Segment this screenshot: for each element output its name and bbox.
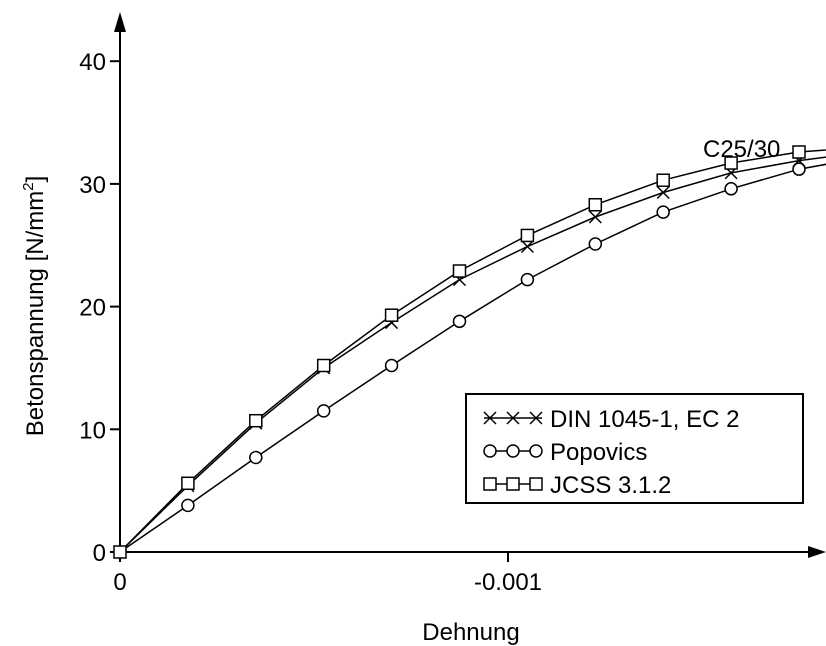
y-axis-label-close: ] <box>22 176 49 183</box>
data-point <box>656 173 670 187</box>
data-point <box>588 237 603 251</box>
data-point <box>588 210 602 224</box>
legend-marker <box>529 444 543 458</box>
legend-label: DIN 1045-1, EC 2 <box>550 406 739 433</box>
series-2 <box>113 145 826 559</box>
legend-marker <box>506 477 520 491</box>
x-tick-label: 0 <box>113 569 126 596</box>
legend-label: JCSS 3.1.2 <box>550 472 671 499</box>
data-point <box>452 314 467 329</box>
data-point <box>656 185 670 200</box>
annotation-label: C25/30 <box>703 136 780 163</box>
legend-marker <box>483 444 497 458</box>
legend-marker <box>483 411 497 425</box>
data-point <box>520 228 535 243</box>
data-point <box>384 308 399 322</box>
data-point <box>316 404 331 418</box>
x-axis-arrow <box>808 546 826 558</box>
legend-marker <box>506 444 520 458</box>
data-point <box>181 498 195 513</box>
data-point <box>249 413 263 428</box>
legend-marker <box>529 411 543 425</box>
data-point <box>792 145 806 159</box>
data-point <box>520 272 535 287</box>
y-axis-label-main: Betonspannung [N/mm <box>22 191 49 436</box>
data-point <box>792 162 806 176</box>
data-point <box>316 358 331 373</box>
series-layer <box>113 145 826 559</box>
data-point <box>656 205 670 219</box>
x-tick-label: -0.001 <box>474 569 542 596</box>
series-1 <box>113 162 826 559</box>
legend-marker <box>506 411 520 425</box>
legend-marker <box>529 477 543 491</box>
y-tick-label: 40 <box>79 49 106 76</box>
data-point <box>724 182 738 196</box>
legend-marker <box>483 477 497 491</box>
data-point <box>181 476 195 491</box>
data-point <box>113 545 127 559</box>
y-axis-arrow <box>114 12 126 32</box>
data-point <box>520 239 534 254</box>
data-point <box>588 198 603 212</box>
legend-box <box>465 393 804 504</box>
legend: DIN 1045-1, EC 2 Popovics JCSS 3.1.2 <box>465 393 804 504</box>
data-point <box>249 450 263 465</box>
legend-label: Popovics <box>550 439 647 466</box>
y-axis-label: Betonspannung [N/mm2] <box>20 176 49 437</box>
y-tick-label: 20 <box>79 295 106 322</box>
data-point <box>384 358 399 373</box>
data-point <box>724 156 738 170</box>
y-tick-label: 10 <box>79 417 106 444</box>
y-tick-label: 30 <box>79 172 106 199</box>
y-tick-label: 0 <box>93 540 106 567</box>
x-axis-label: Dehnung <box>422 619 519 646</box>
data-point <box>452 264 467 278</box>
y-axis-label-superscript: 2 <box>20 182 37 190</box>
